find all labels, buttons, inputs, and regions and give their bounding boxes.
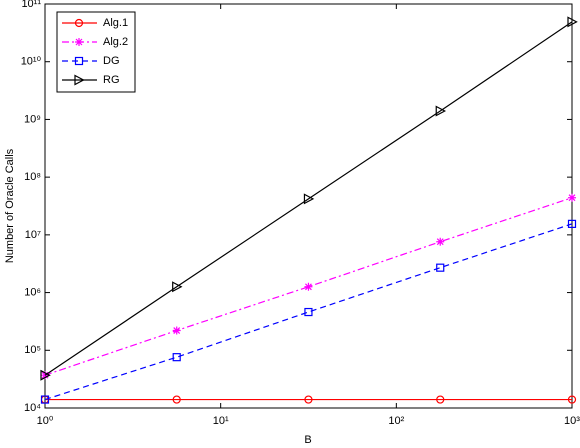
marker [172,395,181,404]
marker [568,193,576,202]
marker [172,281,183,293]
y-tick-label: 10⁹ [24,113,41,125]
legend-label: Alg.2 [103,36,128,48]
legend-label: DG [103,55,120,67]
x-axis-label: B [304,434,311,446]
legend-marker [75,38,83,46]
marker [303,193,315,205]
y-tick-label: 10⁸ [24,171,41,183]
legend-label: Alg.1 [103,17,128,29]
marker [567,219,577,228]
marker [172,353,181,362]
marker [74,74,85,86]
marker [40,395,50,404]
marker [304,395,313,404]
legend-label: RG [103,74,120,86]
marker [74,56,84,66]
legend-box [56,11,136,93]
legend-marker [74,18,84,28]
marker [74,18,84,28]
marker [567,16,578,28]
marker [172,326,181,335]
marker [567,395,577,404]
series-line [44,223,573,401]
y-tick-label: 10¹¹ [21,0,41,10]
series-line [44,21,573,376]
marker [40,369,51,381]
marker [304,307,313,317]
series-line [44,197,573,376]
marker [75,38,83,46]
y-axis-label: Number of Oracle Calls [4,148,16,263]
marker [436,237,445,246]
y-tick-label: 10⁷ [25,229,41,241]
marker [436,395,445,404]
y-tick-label: 10⁶ [24,286,41,298]
x-tick-label: 10¹ [213,415,229,427]
marker [304,282,313,291]
x-tick-label: 10⁰ [37,415,54,427]
marker [41,371,49,380]
legend-marker [74,74,85,86]
marker [435,105,447,117]
x-tick-label: 10³ [564,415,580,427]
marker [436,263,445,272]
y-tick-label: 10¹⁰ [21,56,42,68]
y-tick-label: 10⁴ [24,402,41,414]
x-tick-label: 10² [388,415,404,427]
y-tick-label: 10⁵ [24,344,41,356]
legend-marker [74,56,84,66]
